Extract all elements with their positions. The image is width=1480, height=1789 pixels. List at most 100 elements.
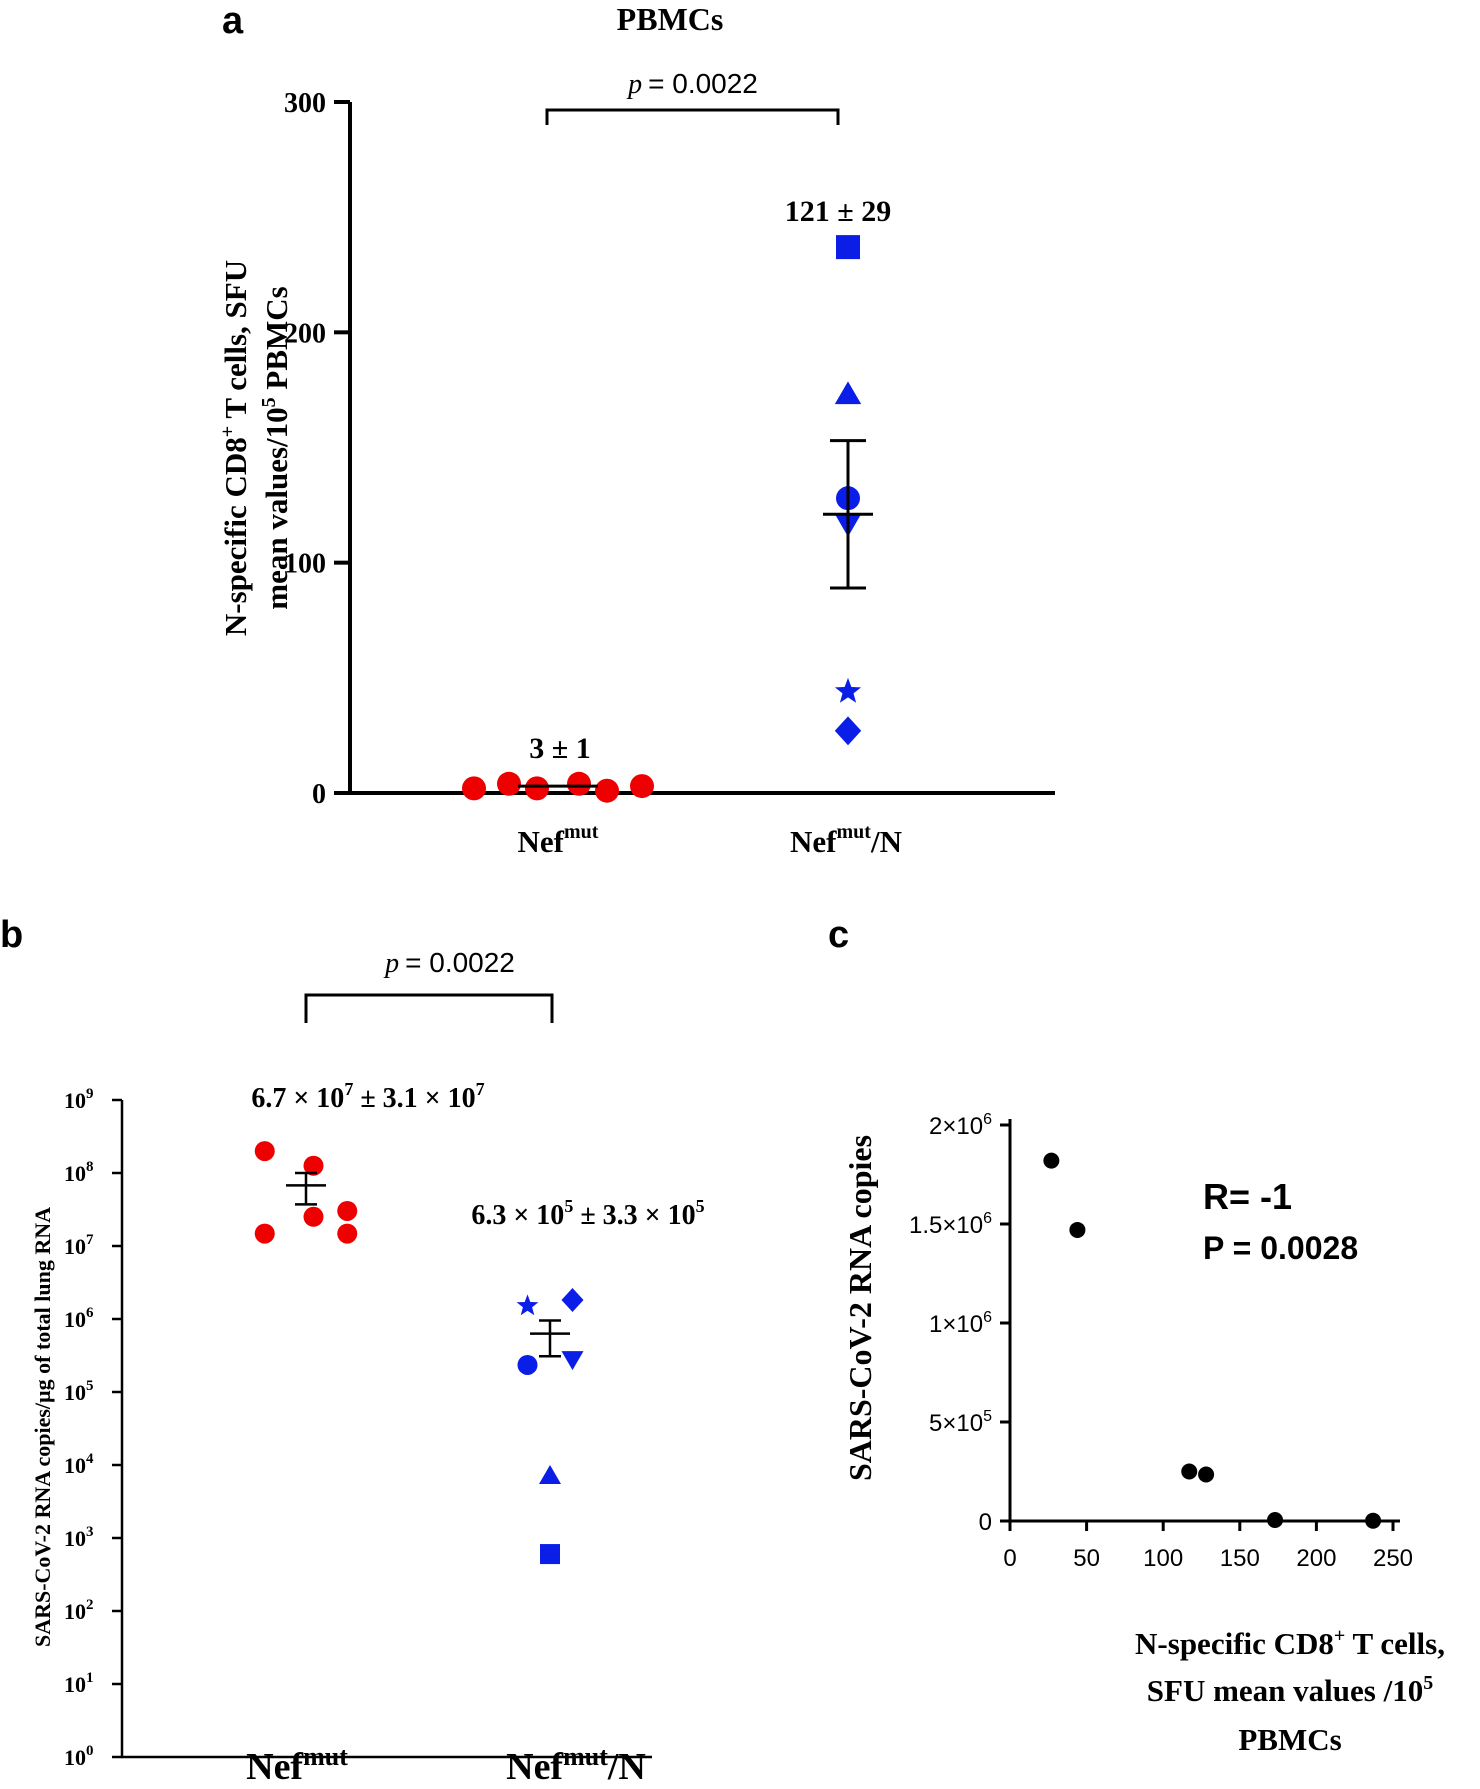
- panel-b-ytick-exponent: 1: [86, 1670, 94, 1686]
- panel-b-point: [540, 1544, 560, 1565]
- panel-c-xlabel-line2: SFU mean values /105: [1147, 1672, 1433, 1708]
- panel-a-bracket-line: [545, 108, 840, 125]
- panel-a-ylabel-part2: T cells, SFU: [218, 260, 253, 426]
- panel-a-point: [836, 235, 860, 260]
- panel-b-point: [254, 1141, 275, 1162]
- panel-c-xlabel-part3: SFU mean values /10: [1147, 1673, 1423, 1708]
- panel-a-point: [630, 774, 654, 799]
- panel-c-ytick-exponent: 6: [983, 1309, 992, 1326]
- panel-c-ytick-mantissa: 2×10: [929, 1113, 983, 1140]
- panel-b-ytick-label: 109: [64, 1086, 94, 1113]
- panel-a-point: [567, 771, 591, 796]
- panel-b-ytick-label: 106: [64, 1305, 94, 1332]
- panel-a-xcat-1-sup: mut: [564, 821, 599, 843]
- panel-a-label: a: [222, 0, 244, 42]
- panel-a-p-value: p = 0.0022: [626, 68, 758, 100]
- panel-b-mean-label-2: 6.3 × 105 ± 3.3 × 105: [471, 1196, 704, 1231]
- panel-b-ytick-base: 10: [64, 1453, 86, 1478]
- panel-a-ytick-label: 200: [284, 318, 326, 349]
- panel-c-xlabel-line1: N-specific CD8+ T cells,: [1135, 1625, 1445, 1661]
- panel-b-ytick-label: 108: [64, 1159, 94, 1186]
- panel-a-xcat-2-main: Nef: [790, 824, 837, 859]
- panel-a-point: [497, 771, 521, 796]
- panel-b-point: [337, 1200, 358, 1221]
- panel-b-ytick-base: 10: [64, 1526, 86, 1551]
- panel-b-ytick-exponent: 7: [86, 1232, 94, 1248]
- panel-b-mean-label-1: 6.7 × 107 ± 3.1 × 107: [251, 1079, 484, 1114]
- panel-a-point: [834, 381, 862, 405]
- panel-a-xcat-2-suffix: /N: [870, 824, 902, 859]
- panel-b-xcat-2-main: Nef: [506, 1746, 564, 1788]
- panel-b-point: [516, 1294, 539, 1316]
- panel-c-ytick-exponent: 5: [983, 1408, 992, 1425]
- panel-c-annotation-p: P = 0.0028: [1203, 1230, 1358, 1266]
- panel-b-point: [303, 1206, 324, 1227]
- panel-c-xtick-label: 50: [1073, 1545, 1100, 1572]
- panel-b-point: [303, 1155, 324, 1176]
- panel-c-point: [1267, 1512, 1284, 1529]
- panel-c-point: [1181, 1463, 1198, 1480]
- panel-b-mean-label-1-part1: 6.7 × 10: [251, 1083, 344, 1114]
- panel-b-points: [254, 1141, 584, 1565]
- panel-b: b p = 0.0022 1001011021031041051061071081…: [0, 914, 705, 1788]
- panel-c-ytick-label: 1×106: [929, 1309, 992, 1338]
- panel-c-ytick-label: 1.5×106: [909, 1210, 992, 1239]
- panel-c-annotation-r: R= -1: [1203, 1176, 1292, 1217]
- panel-b-mean-label-2-sup1: 5: [564, 1196, 573, 1216]
- panel-a-ylabel-part3: mean values/10: [259, 407, 294, 609]
- panel-a-point: [462, 776, 486, 801]
- panel-b-ytick-label: 100: [64, 1743, 94, 1770]
- panel-c-ytick-label: 2×106: [929, 1111, 992, 1140]
- panel-b-ytick-base: 10: [64, 1234, 86, 1259]
- panel-a-ylabel-line1: N-specific CD8+ T cells, SFU: [217, 260, 253, 636]
- panel-a-point: [834, 677, 862, 703]
- panel-c-point: [1365, 1512, 1382, 1529]
- panel-a-ylabel-sup2: 5: [258, 397, 280, 407]
- panel-b-point: [539, 1464, 561, 1484]
- panel-a: a PBMCs p = 0.0022 0 100 200 300 N-specific …: [217, 0, 1055, 859]
- panel-c-point: [1198, 1466, 1215, 1483]
- panel-b-ytick-exponent: 2: [86, 1597, 94, 1613]
- panel-c-x-ticks: 0 50 100 150 200 250: [1003, 1521, 1413, 1572]
- panel-b-ytick-base: 10: [64, 1307, 86, 1332]
- panel-a-xcat-1-main: Nef: [518, 824, 565, 859]
- panel-b-ytick-exponent: 8: [86, 1159, 94, 1175]
- panel-c-xlabel-line3: PBMCs: [1238, 1722, 1341, 1757]
- panel-a-p-number: = 0.0022: [648, 68, 758, 99]
- panel-b-point: [337, 1223, 358, 1244]
- panel-c-point: [1069, 1221, 1086, 1238]
- panel-c-xtick-label: 150: [1220, 1545, 1260, 1572]
- panel-c-ytick-exponent: 6: [983, 1111, 992, 1128]
- panel-a-title: PBMCs: [617, 1, 724, 37]
- panel-b-label: b: [0, 914, 23, 956]
- panel-a-ytick-label: 100: [284, 549, 326, 580]
- panel-b-xcat-2: Nefmut/N: [506, 1742, 646, 1788]
- panel-b-ytick-exponent: 4: [86, 1451, 94, 1467]
- panel-a-significance-bracket: p = 0.0022: [545, 68, 840, 125]
- panel-b-p-italic: p: [383, 948, 399, 979]
- panel-a-points: [462, 235, 873, 803]
- panel-c-ytick-label: 0: [979, 1509, 992, 1536]
- panel-c-xlabel: N-specific CD8+ T cells, SFU mean values…: [1135, 1625, 1445, 1757]
- panel-b-p-number: = 0.0022: [405, 947, 515, 978]
- panel-a-xcat-2: Nefmut/N: [790, 821, 902, 859]
- panel-a-mean-label-1: 3 ± 1: [529, 732, 590, 765]
- panel-a-ylabel-sup1: +: [217, 426, 239, 437]
- panel-b-bracket-line: [304, 993, 554, 1023]
- panel-c-xlabel-sup1: +: [1334, 1625, 1345, 1647]
- panel-a-ylabel-line2: mean values/105 PBMCs: [258, 286, 294, 609]
- panel-b-ytick-exponent: 6: [86, 1305, 94, 1321]
- panel-a-ytick-label: 0: [312, 779, 326, 810]
- panel-c-ytick-exponent: 6: [983, 1210, 992, 1227]
- panel-c-xtick-label: 100: [1143, 1545, 1183, 1572]
- panel-b-point: [517, 1354, 538, 1375]
- panel-c-points: [1043, 1152, 1382, 1529]
- panel-b-ytick-label: 105: [64, 1378, 94, 1405]
- panel-b-ytick-exponent: 9: [86, 1086, 94, 1102]
- panel-b-ytick-exponent: 5: [86, 1378, 94, 1394]
- panel-c-label: c: [828, 914, 849, 956]
- panel-a-ylabel-part4: PBMCs: [259, 286, 294, 397]
- panel-c-xlabel-part1: N-specific CD8: [1135, 1626, 1334, 1661]
- panel-b-ytick-base: 10: [64, 1745, 86, 1770]
- panel-a-xcat-1: Nefmut: [518, 821, 599, 859]
